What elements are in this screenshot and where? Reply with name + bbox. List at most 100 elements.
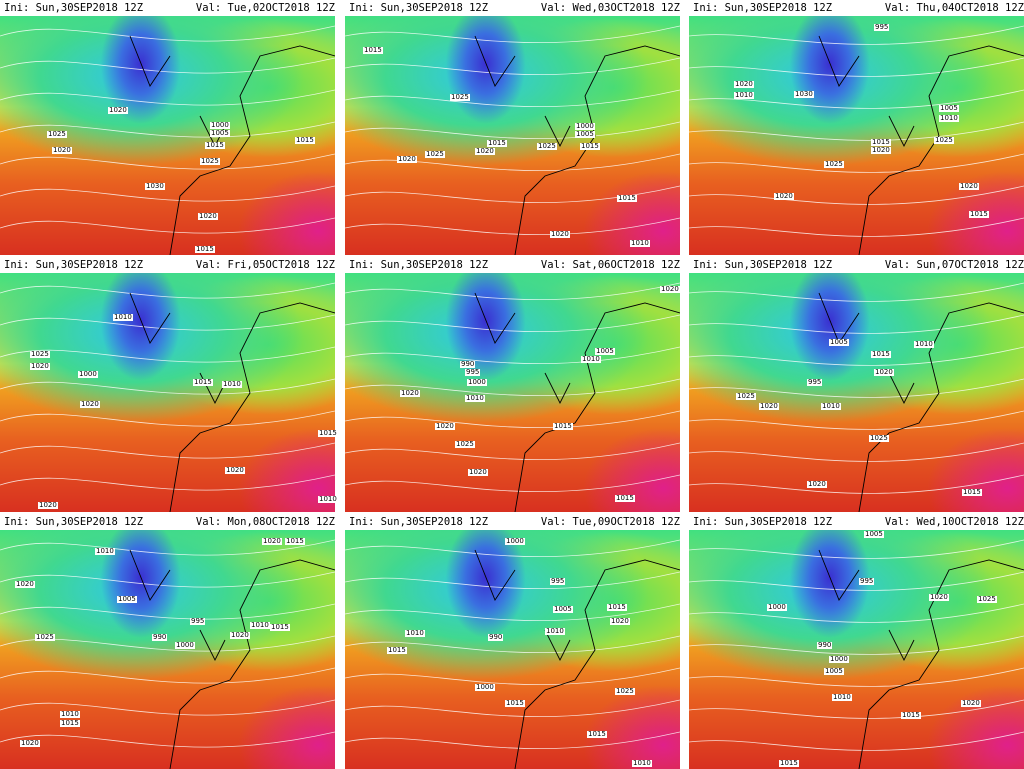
map-panel: Ini: Sun,30SEP2018 12Z Val: Sat,06OCT2018…	[345, 257, 680, 512]
isobar	[689, 346, 1024, 366]
isobars	[345, 282, 680, 512]
isobar-label: 1020	[397, 155, 417, 163]
isobar-label: 1030	[794, 90, 814, 98]
isobar	[345, 314, 680, 333]
pressure-map	[689, 16, 1024, 255]
isobar	[345, 571, 680, 590]
isobar-label: 1000	[467, 378, 487, 386]
isobar-label: 1010	[939, 114, 959, 122]
isobar-label: 1015	[779, 759, 799, 767]
isobar-label: 995	[859, 577, 875, 585]
isobar	[345, 667, 680, 686]
isobar	[0, 121, 335, 138]
isobar-label: 1015	[901, 711, 921, 719]
coastline	[818, 35, 1024, 255]
isobars	[689, 539, 1024, 769]
isobar-label: 1020	[871, 146, 891, 154]
isobar-label: 1015	[969, 210, 989, 218]
isobar	[689, 378, 1024, 398]
coastline	[129, 549, 335, 769]
isobar-label: 1015	[617, 194, 637, 202]
isobar-label: 1000	[78, 370, 98, 378]
isobar-label: 1005	[864, 530, 884, 538]
init-time: Ini: Sun,30SEP2018 12Z	[349, 259, 489, 271]
isobar-label: 995	[550, 577, 566, 585]
isobar-label: 1010	[250, 621, 270, 629]
pressure-map	[0, 273, 335, 512]
isobar-label: 1020	[807, 480, 827, 488]
isobar-label: 990	[152, 633, 168, 641]
isobar-label: 1020	[475, 147, 495, 155]
isobar-label: 1020	[38, 501, 58, 509]
isobar-label: 1010	[545, 627, 565, 635]
init-time: Ini: Sun,30SEP2018 12Z	[4, 259, 144, 271]
panel-header: Ini: Sun,30SEP2018 12Z Val: Fri,05OCT2018…	[0, 257, 335, 273]
isobar	[345, 378, 680, 397]
isobar-label: 1025	[824, 160, 844, 168]
isobar-label: 995	[190, 617, 206, 625]
isobar	[345, 442, 680, 461]
isobar-label: 1020	[660, 285, 680, 293]
isobar	[345, 699, 680, 718]
init-time: Ini: Sun,30SEP2018 12Z	[693, 516, 833, 528]
isobars	[345, 25, 680, 255]
isobar	[689, 731, 1024, 751]
isobar-label: 1025	[537, 142, 557, 150]
isobar	[689, 185, 1024, 205]
panel-header: Ini: Sun,30SEP2018 12Z Val: Thu,04OCT2018…	[689, 0, 1024, 16]
map-panel: Ini: Sun,30SEP2018 12Z Val: Wed,10OCT2018…	[689, 514, 1024, 769]
panel-header: Ini: Sun,30SEP2018 12Z Val: Mon,08OCT2018…	[0, 514, 335, 530]
isobar-label: 1015	[871, 138, 891, 146]
isobar-label: 1000	[210, 121, 230, 129]
isobar-label: 990	[488, 633, 504, 641]
panel-header: Ini: Sun,30SEP2018 12Z Val: Sat,06OCT2018…	[345, 257, 680, 273]
isobar	[0, 217, 335, 234]
isobar-label: 1020	[80, 400, 100, 408]
isobar	[689, 603, 1024, 623]
isobar-label: 1000	[175, 641, 195, 649]
isobar-label: 1015	[487, 139, 507, 147]
isobar	[345, 474, 680, 493]
isobar	[0, 474, 335, 491]
isobar-label: 1020	[874, 368, 894, 376]
isobar-label: 1010	[632, 759, 652, 767]
isobar-label: 1015	[285, 537, 305, 545]
isobar-label: 1010	[734, 91, 754, 99]
isobar	[0, 25, 335, 42]
valid-time: Val: Sun,07OCT2018 12Z	[884, 259, 1024, 271]
isobar-label: 1010	[914, 340, 934, 348]
isobar-label: 1020	[400, 389, 420, 397]
isobar-label: 1025	[47, 130, 67, 138]
isobar-label: 1005	[117, 595, 137, 603]
init-time: Ini: Sun,30SEP2018 12Z	[693, 2, 833, 14]
map-panel: Ini: Sun,30SEP2018 12Z Val: Sun,07OCT2018…	[689, 257, 1024, 512]
isobar	[0, 635, 335, 652]
isobar-label: 1005	[595, 347, 615, 355]
isobar-label: 1020	[759, 402, 779, 410]
isobar-label: 1005	[210, 129, 230, 137]
init-time: Ini: Sun,30SEP2018 12Z	[693, 259, 833, 271]
isobar	[0, 153, 335, 170]
isobar	[0, 539, 335, 556]
isobar-label: 1030	[145, 182, 165, 190]
isobar	[689, 121, 1024, 141]
isobar	[689, 314, 1024, 334]
isobar-label: 1025	[934, 136, 954, 144]
pressure-map	[689, 530, 1024, 769]
isobar-label: 1020	[468, 468, 488, 476]
isobar-label: 1000	[829, 655, 849, 663]
isobar-label: 1010	[832, 693, 852, 701]
isobar-label: 1010	[60, 710, 80, 718]
isobar-label: 1015	[193, 378, 213, 386]
isobar-label: 1015	[295, 136, 315, 144]
isobar-label: 1010	[465, 394, 485, 402]
map-panel: Ini: Sun,30SEP2018 12Z Val: Tue,02OCT2018…	[0, 0, 335, 255]
isobar-label: 995	[465, 368, 481, 376]
isobar-label: 1010	[405, 629, 425, 637]
isobars	[689, 25, 1024, 255]
init-time: Ini: Sun,30SEP2018 12Z	[4, 516, 144, 528]
coastline	[129, 35, 335, 255]
isobar-label: 1020	[959, 182, 979, 190]
isobar	[345, 89, 680, 108]
isobar-label: 995	[807, 378, 823, 386]
